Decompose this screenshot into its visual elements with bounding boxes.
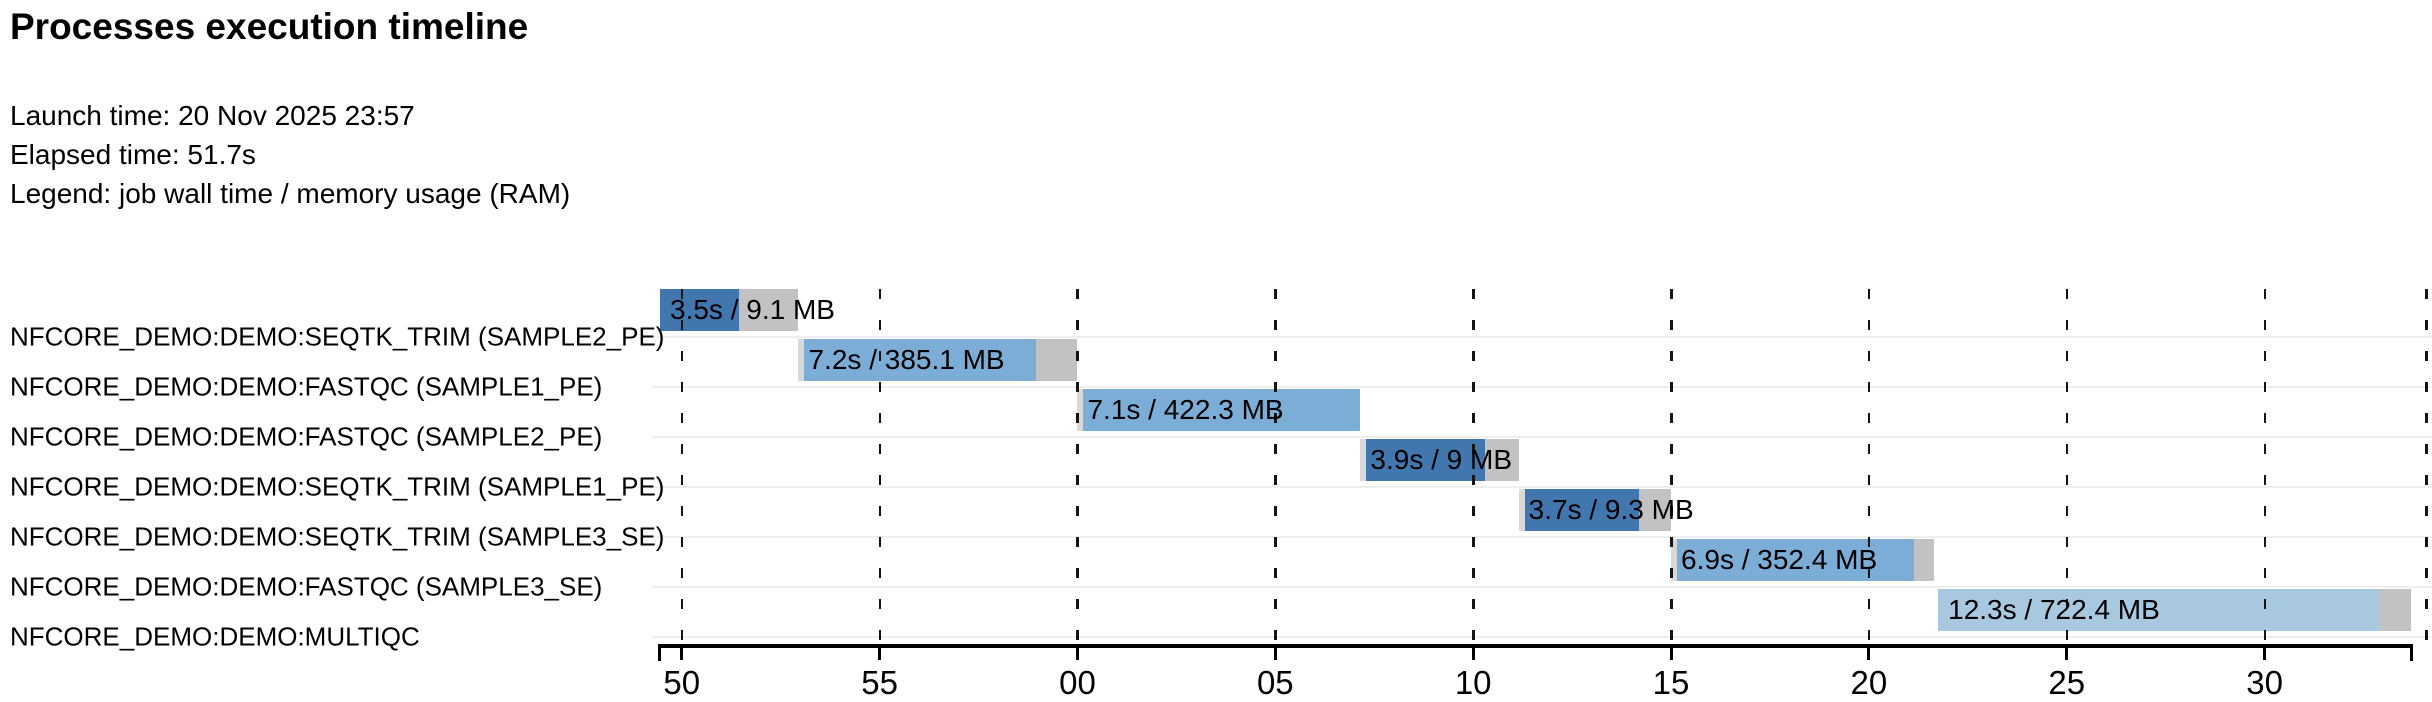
process-label: NFCORE_DEMO:DEMO:SEQTK_TRIM (SAMPLE1_PE) — [10, 471, 665, 502]
process-label: NFCORE_DEMO:DEMO:SEQTK_TRIM (SAMPLE2_PE) — [10, 321, 665, 352]
row-separator — [652, 336, 2432, 338]
task-bar[interactable]: 7.1s / 422.3 MB — [1077, 389, 1361, 431]
task-wait-segment — [798, 339, 805, 381]
axis-tick-mark — [680, 646, 684, 660]
launch-time-value: 20 Nov 2025 23:57 — [178, 100, 415, 131]
task-run-segment — [1083, 389, 1361, 431]
grid-line — [680, 289, 684, 642]
run-metadata: Launch time: 20 Nov 2025 23:57 Elapsed t… — [10, 96, 570, 213]
elapsed-time-line: Elapsed time: 51.7s — [10, 135, 570, 174]
task-bar[interactable]: 7.2s / 385.1 MB — [798, 339, 1078, 381]
grid-line-plot-edge — [2425, 289, 2428, 642]
axis-tick-mark — [1075, 646, 1079, 660]
task-bar[interactable]: 6.9s / 352.4 MB — [1671, 539, 1935, 581]
process-label: NFCORE_DEMO:DEMO:SEQTK_TRIM (SAMPLE3_SE) — [10, 521, 665, 552]
page-title: Processes execution timeline — [10, 6, 529, 47]
task-run-segment — [660, 289, 740, 331]
grid-line — [1274, 289, 1277, 642]
row-separator — [652, 536, 2432, 538]
grid-line — [2065, 289, 2069, 642]
axis-tick-mark — [1669, 646, 1673, 660]
task-overhead-segment — [1485, 439, 1519, 481]
task-bar-label: 3.7s / 9.3 MB — [1528, 494, 1694, 525]
task-overhead-segment — [1914, 539, 1935, 581]
row-separator — [652, 636, 2432, 638]
task-run-segment — [1938, 589, 2380, 631]
task-overhead-segment — [739, 289, 799, 331]
legend-line: Legend: job wall time / memory usage (RA… — [10, 174, 570, 213]
axis-tick-label: 10 — [1454, 664, 1492, 701]
task-bar[interactable]: 3.5s / 9.1 MB — [660, 289, 835, 331]
axis-end-tick — [658, 644, 661, 661]
row-separator — [652, 486, 2432, 488]
task-bar-label: 12.3s / 722.4 MB — [1948, 594, 2160, 625]
process-label: NFCORE_DEMO:DEMO:FASTQC (SAMPLE1_PE) — [10, 371, 603, 402]
task-run-segment — [804, 339, 1036, 381]
task-run-segment — [1524, 489, 1640, 531]
time-axis — [658, 644, 2413, 648]
launch-time-label: Launch time: — [10, 100, 171, 131]
axis-tick-mark — [1471, 646, 1475, 660]
grid-line — [1076, 289, 1079, 642]
task-wait-segment — [1077, 389, 1084, 431]
elapsed-time-value: 51.7s — [187, 139, 256, 170]
axis-tick-label: 30 — [2246, 664, 2283, 701]
task-bar[interactable]: 3.9s / 9 MB — [1360, 439, 1519, 481]
axis-tick-label: 05 — [1256, 664, 1294, 701]
axis-tick-mark — [1273, 646, 1277, 660]
axis-tick-mark — [878, 646, 882, 660]
grid-line — [1472, 289, 1475, 642]
axis-tick-label: 25 — [2048, 664, 2086, 701]
task-overhead-segment — [1035, 339, 1078, 381]
task-bar[interactable]: 3.7s / 9.3 MB — [1518, 489, 1694, 531]
task-run-segment — [1676, 539, 1915, 581]
axis-tick-label: 20 — [1850, 664, 1888, 701]
process-label: NFCORE_DEMO:DEMO:FASTQC (SAMPLE2_PE) — [10, 421, 603, 452]
task-bar-label: 3.9s / 9 MB — [1370, 444, 1513, 475]
task-bar-label: 7.1s / 422.3 MB — [1087, 394, 1284, 425]
axis-tick-label: 55 — [861, 664, 898, 701]
process-label: NFCORE_DEMO:DEMO:MULTIQC — [10, 621, 420, 652]
axis-tick-label: 00 — [1059, 664, 1096, 701]
grid-line — [1670, 289, 1673, 642]
launch-time-line: Launch time: 20 Nov 2025 23:57 — [10, 96, 570, 135]
task-bar-label: 7.2s / 385.1 MB — [808, 344, 1005, 375]
task-overhead-segment — [2379, 589, 2411, 631]
axis-tick-mark — [2263, 646, 2267, 660]
elapsed-time-label: Elapsed time: — [10, 139, 180, 170]
axis-tick-label: 15 — [1652, 664, 1690, 701]
axis-tick-mark — [2065, 646, 2069, 660]
task-wait-segment — [1360, 439, 1367, 481]
axis-tick-mark — [1867, 646, 1871, 660]
row-separator — [652, 436, 2432, 438]
axis-end-tick — [2410, 644, 2413, 661]
axis-tick-label: 50 — [663, 664, 701, 701]
legend-label: Legend: — [10, 178, 112, 209]
task-bar[interactable]: 12.3s / 722.4 MB — [1938, 589, 2411, 631]
grid-line — [1867, 289, 1871, 642]
grid-line — [878, 289, 882, 642]
task-bar-label: 3.5s / 9.1 MB — [670, 294, 835, 325]
task-bar-label: 6.9s / 352.4 MB — [1681, 544, 1878, 575]
task-overhead-segment — [1639, 489, 1672, 531]
task-wait-segment — [1671, 539, 1677, 581]
row-separator — [652, 586, 2432, 588]
row-separator — [652, 386, 2432, 388]
legend-value: job wall time / memory usage (RAM) — [119, 178, 571, 209]
task-run-segment — [1366, 439, 1486, 481]
grid-line — [2263, 289, 2267, 642]
process-label: NFCORE_DEMO:DEMO:FASTQC (SAMPLE3_SE) — [10, 571, 603, 602]
task-wait-segment — [1518, 489, 1525, 531]
